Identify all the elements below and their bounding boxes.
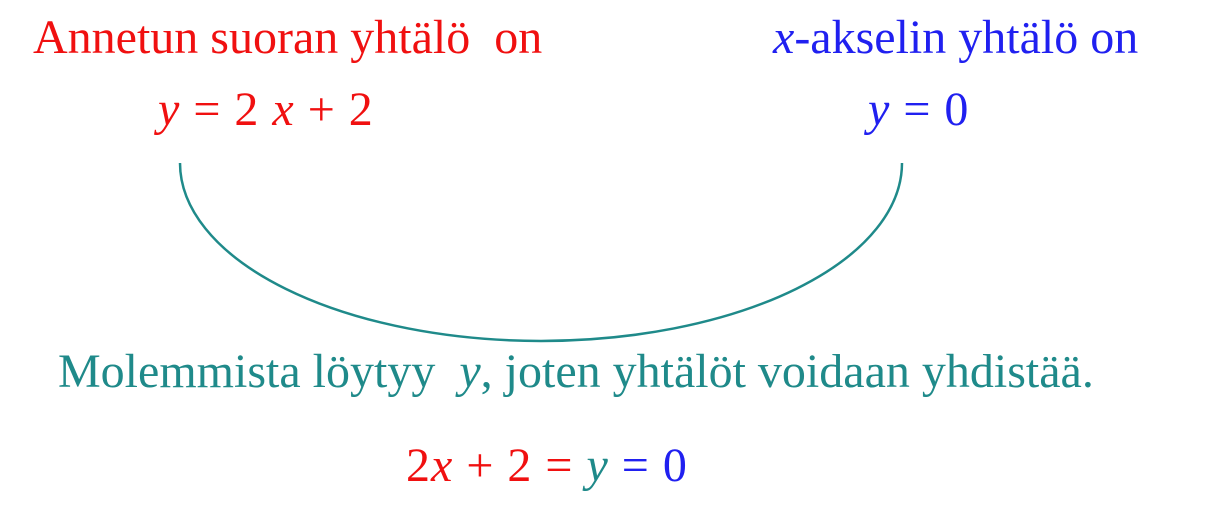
x-axis-label: x-akselin yhtälö on bbox=[773, 14, 1138, 62]
combined-equation: 2x + 2 = y = 0 bbox=[406, 442, 688, 490]
combined-equation-red-var-x: x bbox=[431, 439, 454, 492]
combined-equation-teal-var-y: y bbox=[586, 439, 609, 492]
combine-note-after: , joten yhtälöt voidaan yhdistää. bbox=[480, 345, 1094, 398]
given-line-equation-var-x: x bbox=[272, 83, 295, 136]
combine-note-var-y: y bbox=[459, 345, 481, 398]
combined-equation-blue-tail: = 0 bbox=[608, 439, 688, 492]
given-line-equation-tail: + 2 bbox=[294, 83, 374, 136]
x-axis-equation: y = 0 bbox=[868, 86, 969, 134]
given-line-label: Annetun suoran yhtälö on bbox=[33, 11, 543, 64]
x-axis-equation-var-y: y bbox=[868, 83, 891, 136]
connector-curve-path bbox=[178, 162, 904, 343]
x-axis-label-variable: x bbox=[773, 11, 795, 64]
given-line-equation-var-y: y bbox=[158, 83, 181, 136]
given-line-equation: y = 2 x + 2 bbox=[158, 86, 374, 134]
combine-note-before: Molemmista löytyy bbox=[58, 345, 460, 398]
combine-note: Molemmista löytyy y, joten yhtälöt voida… bbox=[58, 348, 1094, 396]
combined-equation-red-num: 2 bbox=[406, 439, 431, 492]
x-axis-label-rest: -akselin yhtälö on bbox=[794, 11, 1139, 64]
given-line-equation-mid: = 2 bbox=[180, 83, 273, 136]
x-axis-equation-tail: = 0 bbox=[890, 83, 970, 136]
combined-equation-red-tail: + 2 = bbox=[453, 439, 587, 492]
